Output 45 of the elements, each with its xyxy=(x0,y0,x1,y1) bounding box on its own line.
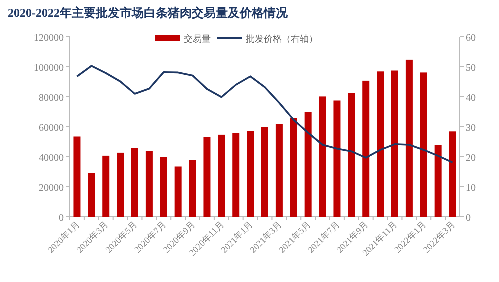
bar xyxy=(319,96,326,217)
bar xyxy=(392,70,398,217)
bar xyxy=(449,132,456,217)
y-tick-label: 120000 xyxy=(34,33,64,44)
bar xyxy=(334,100,341,217)
y2-tick-label: 20 xyxy=(466,153,476,164)
bar xyxy=(160,157,168,217)
y2-tick-label: 30 xyxy=(466,123,476,134)
bar xyxy=(146,151,153,217)
bar xyxy=(218,134,226,217)
y2-tick-label: 40 xyxy=(466,93,476,104)
y-tick-label: 20000 xyxy=(39,183,64,194)
bar xyxy=(132,148,138,217)
bar xyxy=(262,127,268,217)
bar xyxy=(377,72,384,217)
bar xyxy=(102,156,110,217)
bar xyxy=(117,152,124,217)
bar xyxy=(204,138,211,217)
y2-tick-label: 60 xyxy=(466,33,476,44)
y-tick-label: 80000 xyxy=(39,93,64,104)
bar xyxy=(174,166,182,217)
bar xyxy=(88,173,96,217)
bar xyxy=(406,60,413,217)
legend-label: 交易量 xyxy=(184,34,211,44)
bar xyxy=(348,93,356,217)
bar xyxy=(276,124,283,217)
y-tick-label: 100000 xyxy=(34,63,64,74)
y-tick-label: 0 xyxy=(59,213,64,224)
bar xyxy=(74,136,81,217)
y-tick-label: 40000 xyxy=(39,153,64,164)
y-tick-label: 60000 xyxy=(39,123,64,134)
y2-tick-label: 10 xyxy=(466,183,476,194)
bar xyxy=(362,80,370,217)
bar xyxy=(232,133,240,217)
bar xyxy=(247,132,254,217)
bar xyxy=(290,118,298,217)
bar xyxy=(434,145,442,217)
bar xyxy=(189,160,196,217)
y2-tick-label: 50 xyxy=(466,63,476,74)
y2-tick-label: 0 xyxy=(466,213,471,224)
bar xyxy=(304,112,312,217)
chart-title: 2020-2022年主要批发市场白条猪肉交易量及价格情况 xyxy=(8,6,289,20)
line-series xyxy=(76,65,454,164)
bar xyxy=(420,72,428,217)
legend-label: 批发价格（右轴） xyxy=(246,34,318,44)
